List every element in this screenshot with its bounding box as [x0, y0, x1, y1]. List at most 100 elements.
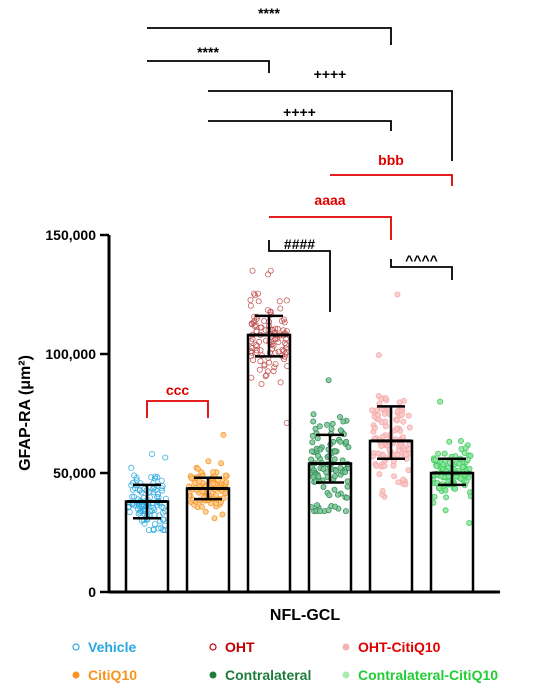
data-point — [255, 298, 262, 305]
significance-label: **** — [258, 5, 280, 21]
y-tick-label: 100,000 — [45, 346, 96, 362]
data-point — [218, 460, 225, 467]
legend-marker — [342, 643, 350, 651]
data-point — [400, 476, 407, 483]
data-point — [278, 317, 285, 324]
data-point — [158, 503, 165, 510]
data-point — [440, 461, 447, 468]
data-point — [148, 474, 155, 481]
data-point — [400, 418, 407, 425]
data-point — [272, 349, 279, 356]
legend-label: OHT-CitiQ10 — [358, 639, 441, 655]
data-point — [126, 509, 133, 516]
data-point — [314, 435, 321, 442]
data-point — [317, 508, 324, 515]
data-point — [315, 473, 322, 480]
data-point — [325, 377, 332, 384]
data-point — [266, 359, 273, 366]
data-point — [267, 267, 274, 274]
data-point — [467, 452, 474, 459]
data-point — [438, 473, 445, 480]
data-point — [343, 494, 350, 501]
data-point — [342, 508, 349, 515]
data-point — [320, 465, 327, 472]
data-point — [442, 507, 449, 514]
data-point — [280, 316, 287, 323]
data-point — [336, 413, 343, 420]
data-point — [252, 321, 259, 328]
data-point — [258, 380, 265, 387]
data-point — [283, 419, 290, 426]
data-point — [264, 271, 271, 278]
legend-item: OHT — [209, 639, 255, 655]
data-point — [270, 368, 277, 375]
data-point — [323, 421, 330, 428]
data-point — [378, 443, 385, 450]
data-point — [331, 486, 338, 493]
data-point — [394, 417, 401, 424]
data-point — [213, 492, 220, 499]
data-point — [464, 456, 471, 463]
y-axis — [107, 235, 500, 594]
data-point — [337, 464, 344, 471]
data-point — [462, 445, 469, 452]
data-point — [402, 451, 409, 458]
significance-label: bbb — [378, 152, 404, 168]
data-point — [320, 483, 327, 490]
data-point — [331, 456, 338, 463]
data-point — [196, 477, 203, 484]
data-point — [151, 521, 158, 528]
data-point — [400, 434, 407, 441]
legend-label: OHT — [225, 639, 255, 655]
data-point — [262, 373, 269, 380]
data-point — [281, 339, 288, 346]
x-axis-title: NFL-GCL — [270, 607, 340, 624]
data-point — [150, 489, 157, 496]
data-point — [312, 425, 319, 432]
data-point — [457, 475, 464, 482]
data-point — [260, 317, 267, 324]
significance-brackets: **** **** ++++ ++++ bbb aaaa #### ^^^^ ccc — [146, 5, 453, 418]
data-point — [310, 411, 317, 418]
legend-item: Contralateral — [209, 667, 311, 683]
legend-label: Vehicle — [88, 639, 136, 655]
data-point — [316, 423, 323, 430]
data-point — [148, 507, 155, 514]
data-point — [446, 438, 453, 445]
data-point — [219, 511, 226, 518]
significance-label: **** — [197, 44, 219, 60]
data-point — [466, 465, 473, 472]
data-point — [272, 361, 279, 368]
data-point — [141, 520, 148, 527]
data-point — [257, 358, 264, 365]
significance-bracket — [208, 120, 392, 131]
data-point — [205, 458, 212, 465]
data-point — [254, 290, 261, 297]
data-point — [340, 418, 347, 425]
legend-marker — [209, 643, 217, 651]
legend-item: CitiQ10 — [72, 667, 137, 683]
data-point — [264, 307, 271, 314]
significance-label: ++++ — [314, 66, 347, 82]
data-point — [277, 305, 284, 312]
data-point — [452, 485, 459, 492]
data-point — [393, 425, 400, 432]
data-point — [254, 343, 261, 350]
data-point — [441, 450, 448, 457]
data-point — [283, 297, 290, 304]
data-point — [275, 348, 282, 355]
data-point — [375, 450, 382, 457]
data-point — [270, 342, 277, 349]
data-point — [331, 473, 338, 480]
data-point — [431, 493, 438, 500]
data-point — [344, 478, 351, 485]
data-point — [432, 456, 439, 463]
data-point — [275, 338, 282, 345]
data-point — [397, 441, 404, 448]
significance-bracket — [269, 216, 392, 240]
legend-label: CitiQ10 — [88, 667, 137, 683]
data-point — [310, 418, 317, 425]
data-point — [282, 350, 289, 357]
legend: Vehicle OHT OHT-CitiQ10 CitiQ10 Contralatera… — [72, 639, 498, 683]
